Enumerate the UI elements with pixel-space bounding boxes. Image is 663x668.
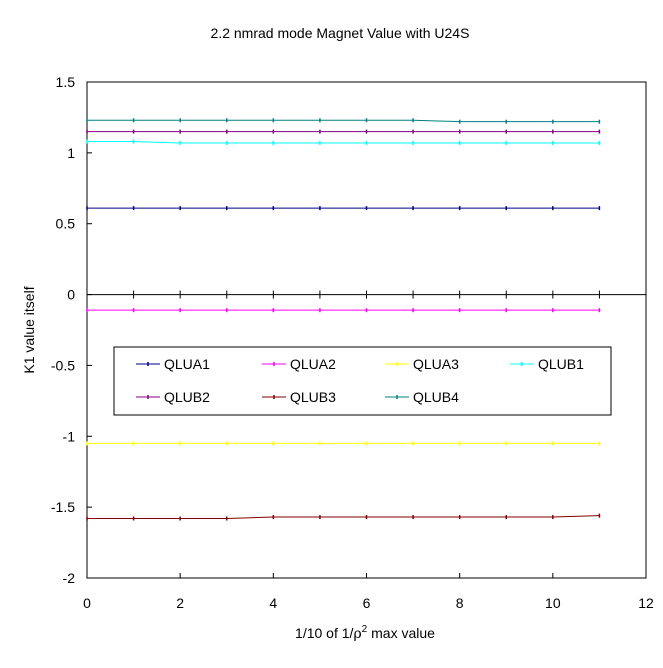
y-axis: 1.5 1 0.5 0 -0.5 -1 -1.5 -2 [51, 74, 92, 586]
x-tick-label: 2 [176, 595, 184, 611]
legend-label: QLUA1 [164, 356, 210, 372]
series-line [87, 515, 600, 519]
series-line [87, 141, 600, 144]
y-tick-label: -1 [63, 428, 76, 444]
legend-item-qlua2: QLUA2 [262, 356, 336, 372]
x-tick-label: 4 [269, 595, 277, 611]
series-line [87, 119, 600, 123]
legend-item-qlub3: QLUB3 [262, 389, 336, 405]
x-axis-label-rho: ρ [353, 626, 361, 642]
legend: QLUA1 QLUA2 QLUA3 QLUB1 QLUB2 QLUB3 QLUB4 [113, 346, 612, 416]
legend-item-qlua3: QLUA3 [385, 356, 459, 372]
y-tick-label: 0 [67, 287, 75, 303]
x-axis-label: 1/10 of 1/ρ2 max value [295, 624, 435, 642]
legend-label: QLUB1 [538, 356, 584, 372]
x-axis-label-suffix: max value [367, 625, 435, 641]
series-qlub3 [86, 513, 601, 521]
series-qlua1 [86, 206, 601, 211]
legend-label: QLUB2 [164, 389, 210, 405]
y-tick-label: 1 [67, 145, 75, 161]
series-qlub4 [86, 118, 601, 124]
x-tick-label: 12 [638, 595, 654, 611]
y-axis-label: K1 value itself [21, 286, 37, 373]
x-tick-label: 6 [363, 595, 371, 611]
legend-label: QLUA3 [413, 356, 459, 372]
y-tick-label: -1.5 [51, 499, 75, 515]
legend-item-qlub1: QLUB1 [510, 356, 584, 372]
legend-label: QLUA2 [290, 356, 336, 372]
series-qlua3 [86, 441, 601, 446]
legend-label: QLUB4 [413, 389, 459, 405]
series-qlub1 [86, 139, 601, 145]
legend-label: QLUB3 [290, 389, 336, 405]
series-qlua2 [86, 308, 601, 313]
series-group [86, 118, 601, 521]
legend-item-qlub4: QLUB4 [385, 389, 459, 405]
y-tick-label: -2 [63, 570, 76, 586]
legend-item-qlub2: QLUB2 [136, 389, 210, 405]
x-axis: 0 2 4 6 8 10 12 [83, 290, 654, 611]
x-axis-label-sup: 2 [362, 624, 368, 635]
legend-box [113, 346, 612, 416]
legend-item-qlua1: QLUA1 [136, 356, 210, 372]
y-tick-label: 1.5 [56, 74, 76, 90]
y-tick-label: -0.5 [51, 357, 75, 373]
x-tick-label: 8 [456, 595, 464, 611]
x-tick-label: 10 [545, 595, 561, 611]
x-axis-label-prefix: 1/10 of 1/ [295, 625, 353, 641]
y-tick-label: 0.5 [56, 216, 76, 232]
chart-title: 2.2 nmrad mode Magnet Value with U24S [211, 25, 470, 41]
x-tick-label: 0 [83, 595, 91, 611]
series-qlub2 [86, 129, 601, 134]
